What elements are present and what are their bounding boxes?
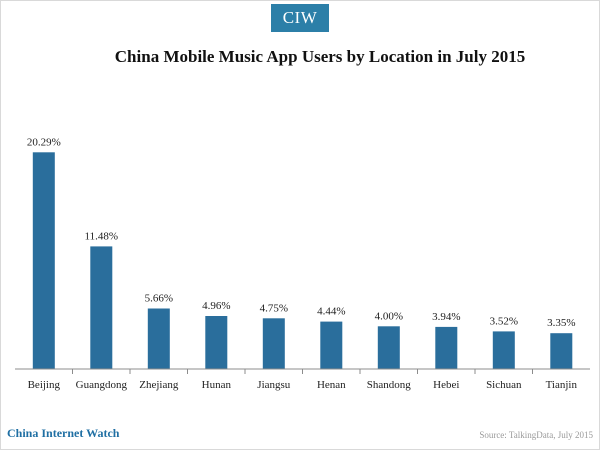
bar-hunan: [205, 316, 228, 369]
x-tick-label-sichuan: Sichuan: [486, 379, 522, 391]
ciw-logo-badge: CIW: [271, 4, 329, 32]
x-tick-label-beijing: Beijing: [28, 379, 61, 391]
bar-henan: [320, 321, 343, 369]
value-label-zhejiang: 5.66%: [145, 293, 173, 305]
value-label-beijing: 20.29%: [27, 136, 61, 148]
bar-guangdong: [90, 246, 113, 369]
x-tick-label-shandong: Shandong: [367, 379, 412, 391]
value-label-jiangsu: 4.75%: [260, 302, 288, 314]
footer-brand: China Internet Watch: [7, 426, 120, 440]
bar-jiangsu: [262, 318, 285, 369]
value-label-hunan: 4.96%: [202, 300, 230, 312]
x-tick-label-jiangsu: Jiangsu: [257, 379, 291, 391]
x-tick-marks-group: [72, 369, 533, 374]
x-tick-label-hunan: Hunan: [202, 379, 232, 391]
x-tick-label-guangdong: Guangdong: [76, 379, 128, 391]
chart-title: China Mobile Music App Users by Location…: [114, 47, 526, 66]
bar-tianjin: [550, 333, 573, 369]
value-label-shandong: 4.00%: [375, 310, 403, 322]
x-tick-label-henan: Henan: [317, 379, 346, 391]
bars-group: [32, 152, 573, 369]
bar-beijing: [32, 152, 55, 369]
value-label-guangdong: 11.48%: [85, 230, 119, 242]
value-label-tianjin: 3.35%: [547, 317, 575, 329]
x-tick-label-tianjin: Tianjin: [546, 379, 578, 391]
x-tick-label-zhejiang: Zhejiang: [139, 379, 179, 391]
bar-sichuan: [492, 331, 515, 369]
x-tick-label-hebei: Hebei: [433, 379, 459, 391]
value-labels-group: 20.29% 11.48% 5.66% 4.96% 4.75% 4.44% 4.00% 3.9…: [27, 136, 576, 329]
footer-source: Source: TalkingData, July 2015: [479, 430, 593, 440]
value-label-hebei: 3.94%: [432, 311, 460, 323]
bar-shandong: [377, 326, 400, 369]
x-tick-labels-group: Beijing Guangdong Zhejiang Hunan Jiangsu Hena…: [28, 379, 578, 391]
value-label-henan: 4.44%: [317, 306, 345, 318]
bar-hebei: [435, 326, 458, 369]
bar-zhejiang: [147, 308, 170, 369]
value-label-sichuan: 3.52%: [490, 315, 518, 327]
